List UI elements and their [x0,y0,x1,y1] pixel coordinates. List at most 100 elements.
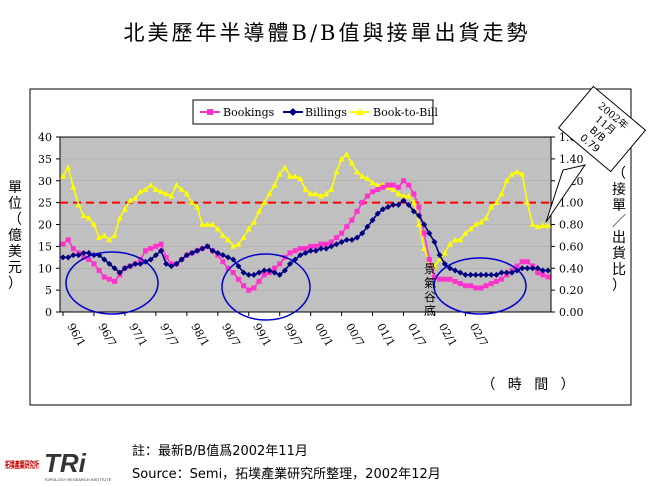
data-point [452,267,459,274]
logo-chinese: 拓墣產業研究所 [5,459,39,471]
right-tick-label: 0.20 [559,284,584,297]
data-point [370,189,376,195]
data-point [380,184,386,190]
data-point [250,271,257,278]
data-point [302,186,309,192]
right-tick-label: 0.80 [559,219,584,232]
data-point [426,257,432,262]
data-point [163,260,170,267]
right-tick-label: 1.00 [559,197,584,210]
data-point [349,217,355,223]
axis-label-char: 美 [8,244,22,260]
data-point [344,224,350,230]
data-point [137,260,144,267]
data-point [467,225,474,232]
data-point [132,260,139,267]
note-text: 註：最新B/B值爲2002年11月 [132,444,308,459]
data-point [508,269,515,276]
tri-logo: 拓墣產業研究所 TRi TOPOLOGY RESEARCH INSTITUTE [4,446,112,482]
data-point [220,259,226,265]
data-point [410,199,417,206]
legend-bookings-label: Bookings [223,106,275,119]
data-point [307,190,314,197]
data-point [251,285,257,291]
data-point [333,241,340,248]
data-point [281,164,288,171]
data-point [147,256,154,263]
data-point [472,221,479,227]
data-point [400,192,407,199]
data-point [441,249,448,256]
data-point [106,276,112,282]
data-point [121,205,128,212]
data-point [416,204,422,210]
data-point [405,201,412,208]
trough-circles [65,251,527,321]
data-point [411,191,417,197]
logo-mark: TRi [44,448,87,478]
source-text: Source：Semi，拓墣產業研究所整理，2002年12月 [132,467,441,482]
data-point [312,190,319,197]
data-point [540,272,546,278]
data-point [426,230,433,237]
data-point [199,245,206,252]
data-point [127,197,134,203]
data-point [230,270,236,276]
legend: Bookings Billings Book-to-Bill [192,99,438,125]
data-point [281,267,288,274]
data-point [483,214,490,221]
data-point [209,221,216,227]
axis-label-char: 接 [612,181,626,198]
data-point [106,260,113,267]
data-point [539,222,546,228]
data-point [493,278,499,284]
data-point [194,203,201,210]
data-point [147,181,154,188]
legend-bb-label: Book-to-Bill [373,106,438,119]
data-point [75,252,82,259]
right-tick-label: 0.00 [559,306,584,319]
data-point [446,265,453,272]
data-point [498,269,505,276]
data-point [405,192,412,199]
data-point [287,250,293,256]
data-point [230,256,237,263]
callout-pointer [545,164,587,223]
data-point [534,265,541,272]
data-point [339,230,345,236]
data-point [168,192,175,199]
data-point [183,190,190,197]
data-point [457,236,464,243]
data-point [261,272,267,278]
data-point [266,190,273,197]
data-point [235,276,241,282]
data-point [101,232,108,238]
data-point [235,240,242,247]
data-point [256,269,263,276]
left-tick-label: 15 [38,240,52,253]
data-point [328,243,335,250]
data-point [354,168,361,175]
data-point [338,239,345,245]
data-point [276,271,283,278]
axis-label-char: 元 [8,260,22,276]
data-point [535,270,541,276]
data-point [292,173,299,179]
left-tick-label: 10 [38,262,52,275]
data-point [514,263,520,269]
data-point [96,234,103,241]
data-point [101,274,107,280]
data-point [323,245,330,252]
data-point [225,254,232,261]
right-axis-label: （接單／出貨比） [612,166,626,294]
data-point [204,243,211,250]
data-point [519,265,526,272]
data-point [245,271,252,278]
data-point [457,269,464,276]
axis-label-char: （ [8,212,22,228]
data-point [431,274,437,280]
data-point [318,241,324,247]
axis-label-char: （ [612,166,626,182]
data-point [209,247,216,254]
data-point [163,190,170,197]
